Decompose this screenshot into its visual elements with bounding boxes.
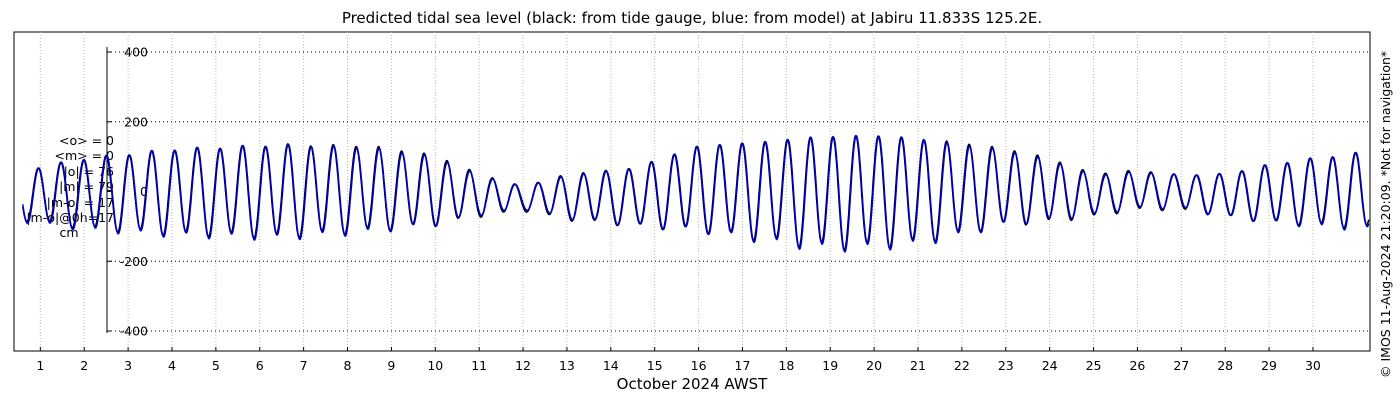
x-tick-label: 8 xyxy=(344,358,352,373)
x-tick-label: 29 xyxy=(1261,358,1277,373)
y-tick-label: 200 xyxy=(124,114,148,129)
series-group xyxy=(22,134,1370,253)
stat-abs-diff: |m-o| = 17 xyxy=(46,194,114,210)
x-tick-label: 26 xyxy=(1129,358,1145,373)
x-tick-label: 17 xyxy=(735,358,751,373)
x-tick-label: 22 xyxy=(954,358,970,373)
x-tick-label: 20 xyxy=(866,358,882,373)
x-tick-label: 7 xyxy=(300,358,308,373)
x-tick-label: 1 xyxy=(36,358,44,373)
plot-frame xyxy=(13,31,1371,352)
x-tick-label: 4 xyxy=(168,358,176,373)
y-tick-label: 0 xyxy=(140,184,148,199)
x-tick-label: 21 xyxy=(910,358,926,373)
copyright-note: © IMOS 11-Aug-2024 21:20:09. *Not for na… xyxy=(1378,50,1393,378)
x-tick-label: 6 xyxy=(256,358,264,373)
x-tick-label: 23 xyxy=(998,358,1014,373)
x-tick-label: 2 xyxy=(80,358,88,373)
y-axis-ticks: 400 200 0 -200 -400 xyxy=(107,45,148,339)
stat-abs-observed: |o| = 76 xyxy=(63,163,114,179)
x-tick-label: 9 xyxy=(387,358,395,373)
chart-title: Predicted tidal sea level (black: from t… xyxy=(341,9,1043,27)
x-tick-label: 15 xyxy=(647,358,663,373)
x-tick-label: 5 xyxy=(212,358,220,373)
x-tick-label: 3 xyxy=(124,358,132,373)
x-tick-label: 27 xyxy=(1173,358,1189,373)
x-tick-label: 24 xyxy=(1042,358,1058,373)
x-tick-label: 25 xyxy=(1086,358,1102,373)
y-tick-label: -400 xyxy=(120,324,148,339)
x-tick-label: 18 xyxy=(778,358,794,373)
x-tick-label: 10 xyxy=(427,358,443,373)
series-line-model xyxy=(22,135,1370,253)
x-tick-label: 14 xyxy=(603,358,619,373)
x-tick-label: 13 xyxy=(559,358,575,373)
y-tick-label: -200 xyxy=(120,254,148,269)
grid-lines xyxy=(39,32,1370,351)
x-tick-label: 11 xyxy=(471,358,487,373)
x-axis-label: October 2024 AWST xyxy=(616,375,768,393)
stat-mean-observed: <o> = 0 xyxy=(59,133,114,148)
x-tick-label: 30 xyxy=(1305,358,1321,373)
y-tick-label: 400 xyxy=(124,45,148,60)
x-tick-label: 16 xyxy=(691,358,707,373)
x-tick-label: 12 xyxy=(515,358,531,373)
x-tick-label: 28 xyxy=(1217,358,1233,373)
x-tick-label: 19 xyxy=(822,358,838,373)
x-axis-ticks: 1 2 3 4 5 6 7 8 9 10 11 12 13 14 15 16 17 18 19 20 21 22 23 24 2… xyxy=(36,347,1321,373)
